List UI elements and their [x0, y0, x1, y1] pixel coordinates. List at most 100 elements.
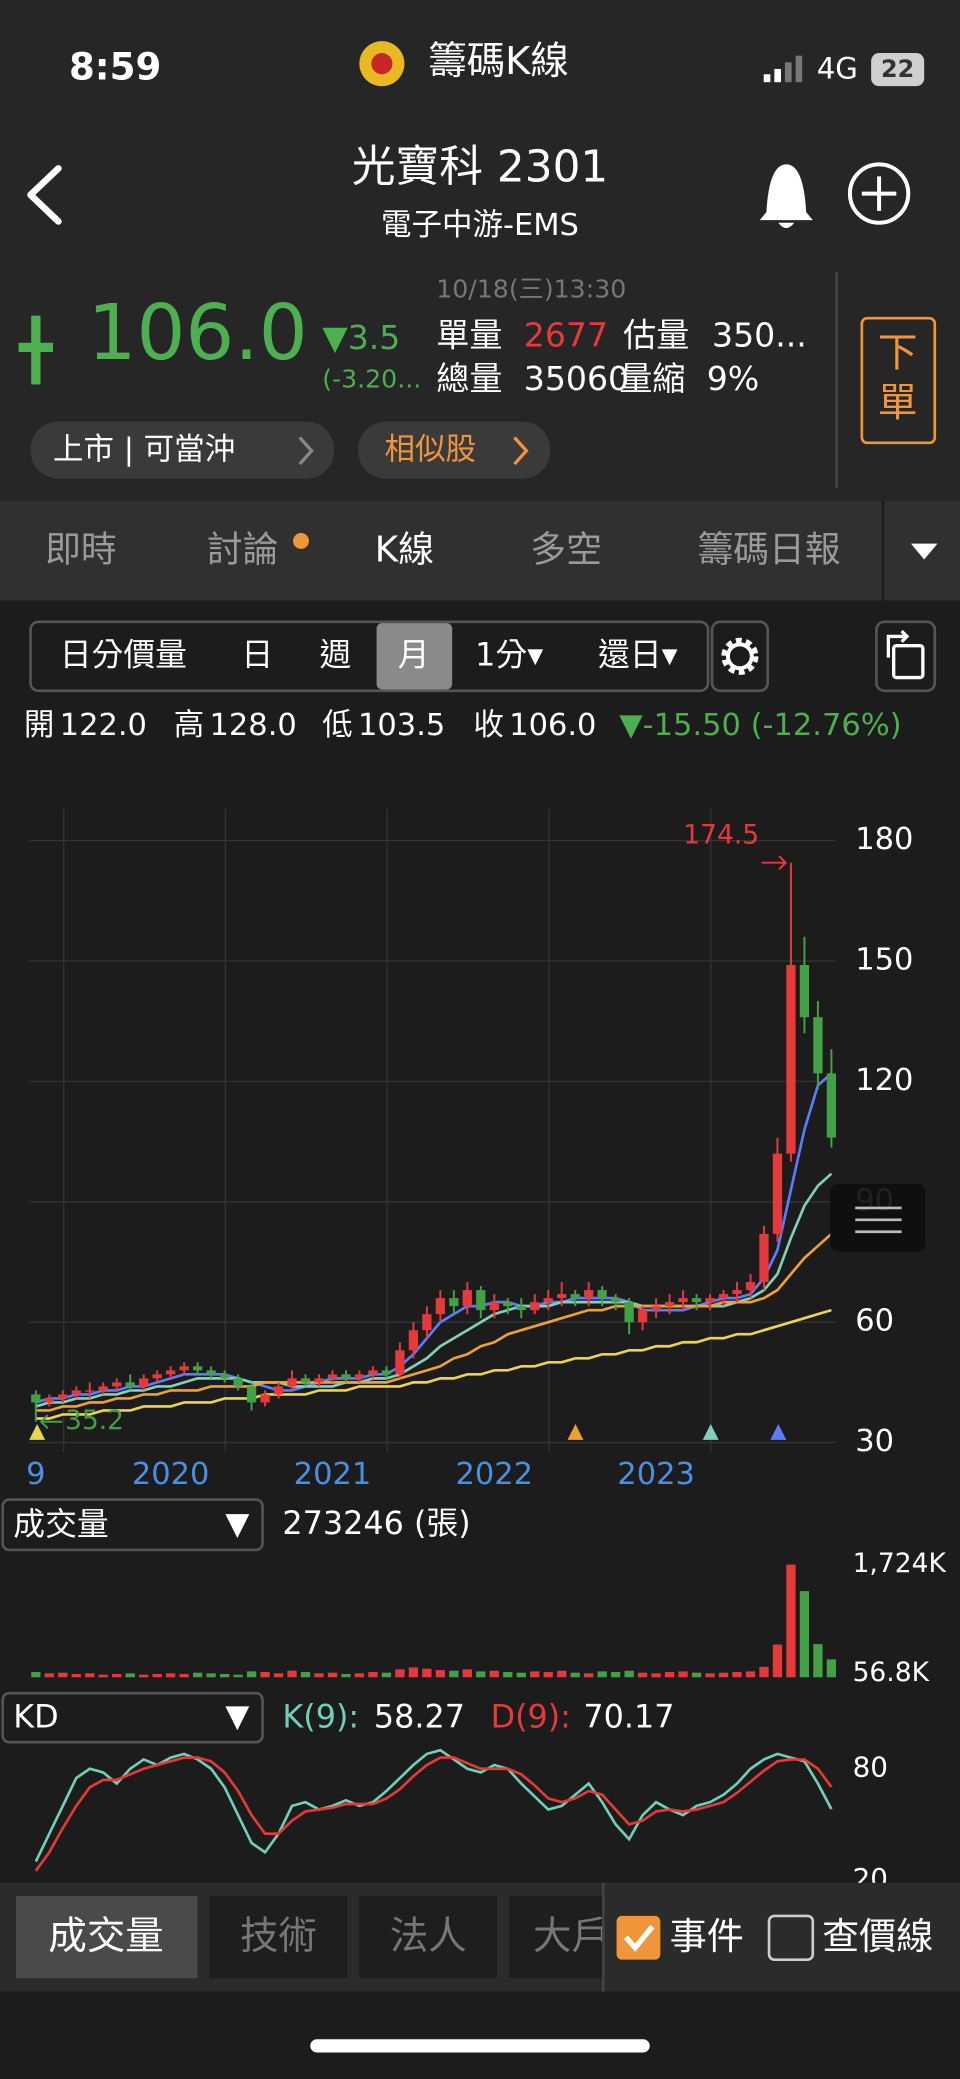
- candle-body: [624, 1302, 634, 1323]
- kd-line: [34, 1748, 833, 1863]
- battery: [871, 53, 925, 87]
- candle-body: [435, 1298, 445, 1315]
- volume-bar: [354, 1673, 365, 1678]
- period[interactable]: 週: [320, 635, 352, 673]
- volume-bar: [449, 1670, 459, 1678]
- rotate-button[interactable]: [875, 620, 937, 693]
- tab[interactable]: 即時: [45, 530, 117, 571]
- volume-bar: [691, 1672, 702, 1678]
- summary-label: 高: [174, 708, 205, 743]
- chevron: [298, 436, 314, 466]
- volume-bar: [489, 1670, 499, 1678]
- volume-bar: [772, 1644, 783, 1678]
- checkbox[interactable]: [767, 1914, 815, 1961]
- volume-bar: [584, 1673, 594, 1678]
- summary-value: 128.0: [210, 708, 297, 743]
- bottom-tab-active[interactable]: 成交量: [48, 1914, 163, 1959]
- period[interactable]: 日分價量: [60, 635, 187, 673]
- bottom-tab-bg: [509, 1896, 604, 1979]
- tag-text: 相似股: [385, 432, 476, 467]
- x-tick-label: 2021: [294, 1457, 372, 1492]
- volume-bar: [395, 1669, 405, 1678]
- volume-bar: [206, 1673, 216, 1678]
- candle-body: [233, 1378, 243, 1387]
- tab-active[interactable]: K線: [375, 530, 434, 571]
- rotate-icon: [892, 644, 925, 680]
- candle-body: [570, 1294, 580, 1299]
- volume-bar: [799, 1591, 810, 1678]
- volume-bar: [557, 1670, 567, 1678]
- candle-body: [206, 1370, 216, 1375]
- candle-body: [395, 1350, 405, 1375]
- candle-body: [246, 1386, 257, 1403]
- tab-menu[interactable]: [910, 543, 938, 560]
- period[interactable]: 1分▾: [475, 635, 543, 673]
- candle-body: [557, 1294, 567, 1299]
- label: 總量: [436, 359, 502, 398]
- signal-bar: [784, 62, 792, 83]
- candle-body: [341, 1374, 351, 1379]
- candle-body: [503, 1302, 513, 1307]
- volume-bar: [503, 1672, 513, 1678]
- tag-pill[interactable]: [358, 421, 551, 479]
- year-grid: [63, 808, 712, 1452]
- volume-bar: [273, 1673, 284, 1678]
- tab[interactable]: 討論: [207, 530, 279, 571]
- legend-d-value: 70.17: [583, 1697, 674, 1735]
- candle-body: [826, 1073, 837, 1138]
- order-button[interactable]: [860, 316, 937, 445]
- volume-bar: [543, 1672, 553, 1678]
- bottom-tab-bg: [209, 1896, 348, 1979]
- y-tick-label: 150: [855, 943, 913, 978]
- candle-body: [489, 1302, 499, 1311]
- settings-button[interactable]: [710, 620, 770, 693]
- event-marker[interactable]: [770, 1424, 787, 1440]
- bottom-tab-bg: [359, 1896, 498, 1979]
- candle-body: [179, 1366, 189, 1371]
- status-time: 8:59: [69, 45, 161, 88]
- volume-bar: [570, 1672, 580, 1678]
- bottom-tab[interactable]: 大戶: [533, 1914, 610, 1959]
- indicator-name: KD: [13, 1697, 58, 1735]
- tab[interactable]: 籌碼日報: [697, 530, 840, 571]
- period-active[interactable]: 月: [398, 635, 430, 673]
- tag-pill[interactable]: [30, 421, 335, 479]
- event-marker[interactable]: [702, 1424, 719, 1440]
- x-tick-label: 2022: [455, 1457, 533, 1492]
- volume-bar: [651, 1673, 661, 1678]
- event-marker[interactable]: [29, 1424, 46, 1440]
- scale-widget[interactable]: [830, 1184, 926, 1252]
- tab[interactable]: 多空: [530, 530, 602, 571]
- bottom-tab[interactable]: 法人: [390, 1914, 467, 1959]
- volume-bar: [58, 1672, 68, 1678]
- volume-bar: [219, 1673, 230, 1678]
- y-tick-label: 60: [855, 1304, 894, 1339]
- indicator-select[interactable]: [1, 1498, 264, 1552]
- volume-bar: [597, 1671, 607, 1678]
- indicator-select[interactable]: [1, 1691, 264, 1744]
- event-marker[interactable]: [567, 1424, 584, 1440]
- candle-body: [152, 1374, 162, 1379]
- total-volume: 35060: [524, 359, 629, 398]
- candle-body: [799, 965, 810, 1018]
- bottom-tab[interactable]: 技術: [240, 1914, 317, 1959]
- candle-body: [327, 1374, 338, 1379]
- summary-value: 106.0: [509, 708, 596, 743]
- shrink: 9%: [707, 359, 760, 398]
- volume-chart: 1,724K 56.8K: [31, 1548, 946, 1688]
- volume-bar: [260, 1672, 270, 1678]
- checkbox-checked[interactable]: [616, 1915, 661, 1960]
- period[interactable]: 還日▾: [598, 635, 678, 673]
- back-button[interactable]: [27, 165, 62, 225]
- y-tick-label: 1,724K: [853, 1548, 947, 1579]
- candle-body: [273, 1386, 284, 1395]
- volume-bar: [516, 1672, 526, 1678]
- alert-bell[interactable]: [759, 164, 813, 229]
- add-button[interactable]: [847, 162, 911, 225]
- kd-line: [34, 1756, 833, 1872]
- candle-body: [705, 1298, 715, 1303]
- candle-body: [516, 1306, 526, 1311]
- quote-time: 10/18(三)13:30: [436, 274, 626, 303]
- period[interactable]: 日: [241, 635, 273, 673]
- x-tick-label: 2020: [132, 1457, 210, 1492]
